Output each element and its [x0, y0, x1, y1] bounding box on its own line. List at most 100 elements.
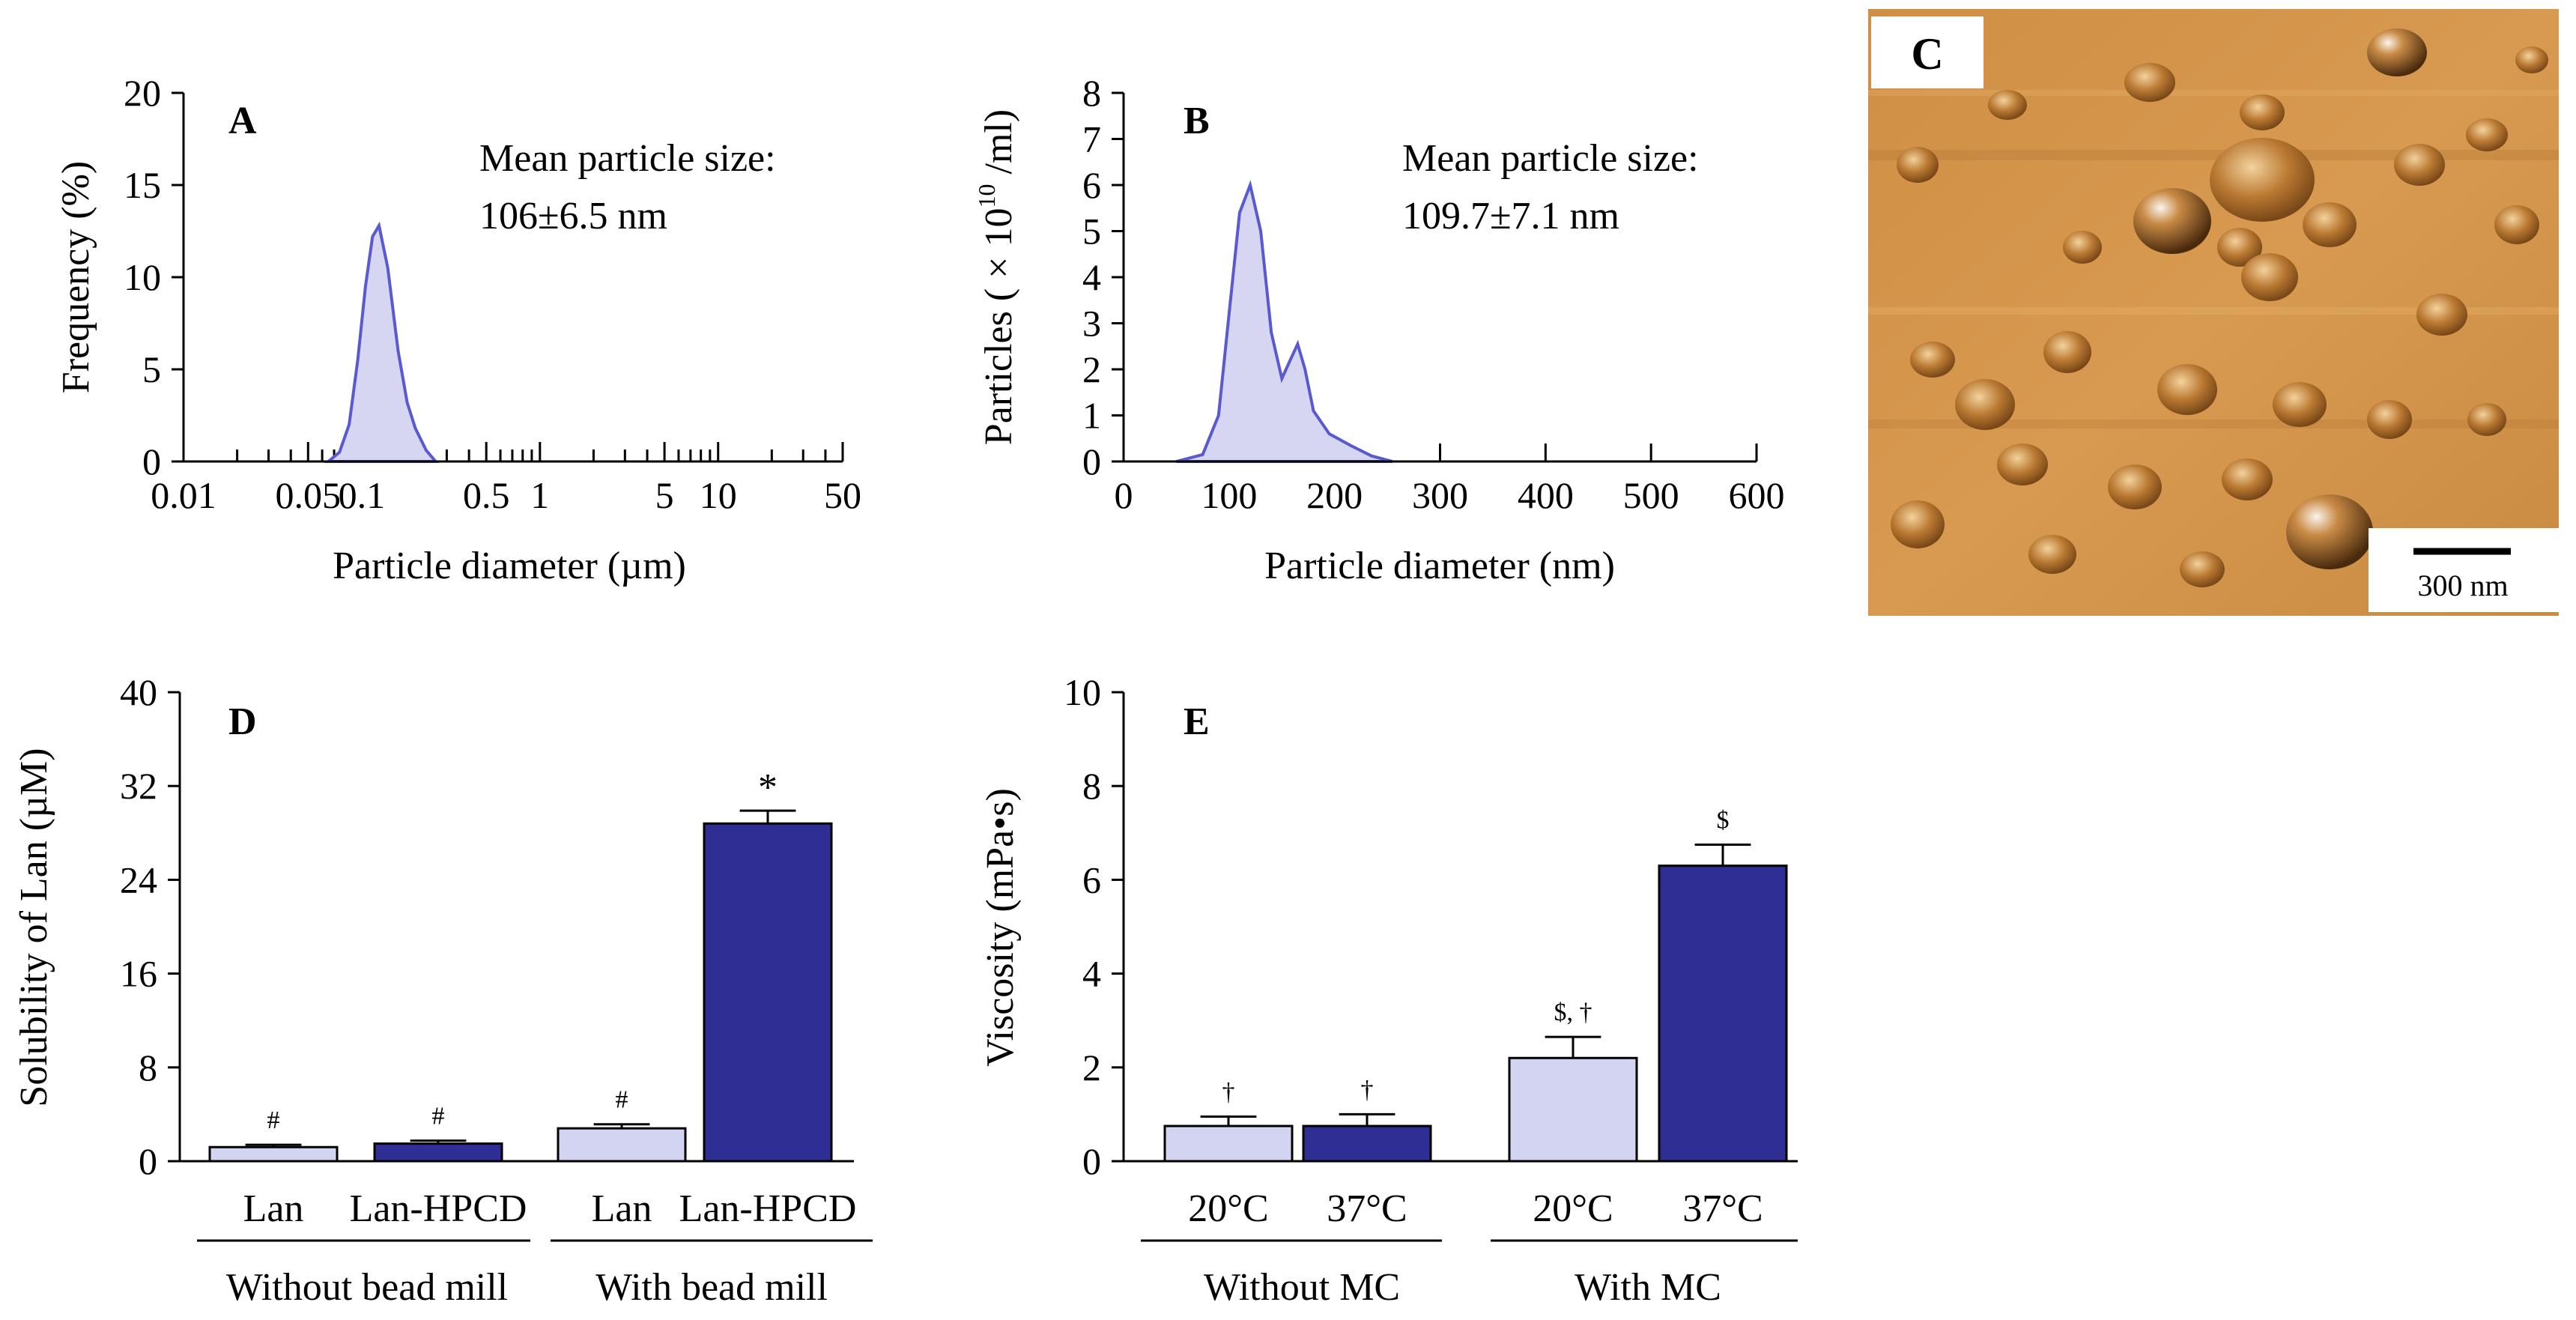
b-panel-label: B [1184, 100, 1210, 142]
d-bar [208, 1145, 339, 1163]
b-y-tick-label: 6 [1082, 164, 1101, 206]
e-y-axis-title: Viscosity (mPa•s) [979, 788, 1022, 1067]
e-y-tick-label: 0 [1082, 1140, 1101, 1182]
d-category-label: Lan-HPCD [350, 1187, 527, 1230]
a-y-tick-label: 15 [124, 164, 161, 206]
a-x-tick-label: 0.5 [463, 474, 510, 516]
a-panel-label: A [228, 100, 257, 142]
e-bar [1163, 1124, 1294, 1163]
e-bar [1302, 1124, 1432, 1163]
a-distribution-area [324, 221, 439, 463]
panel-e: 0 2 4 6 8 10 † 20°C † 37°C $, † 20°C $37°C E Viscos… [979, 671, 1798, 1309]
a-x-tick-label: 0.01 [151, 474, 216, 516]
a-y-tick-label: 5 [142, 348, 161, 390]
panel-b: 01 23 45 678 0 100 200 300 400 500 600 B Mean par… [973, 72, 1785, 587]
d-category-label: Lan-HPCD [679, 1187, 857, 1230]
e-y-tick-label: 6 [1082, 859, 1101, 900]
a-x-tick-label: 0.1 [339, 474, 386, 516]
b-distribution-area [1175, 180, 1393, 463]
b-y-ticks: 01 23 45 678 [1082, 72, 1124, 482]
e-significance-mark: $ [1717, 806, 1730, 834]
d-y-ticks: 0 8 16 24 32 40 [120, 671, 180, 1182]
b-x-tick-label: 400 [1518, 474, 1574, 516]
d-category-label: Lan [243, 1187, 304, 1230]
d-y-tick-label: 16 [120, 953, 157, 995]
svg-text:Particles ( × 1010 /ml): Particles ( × 1010 /ml) [973, 109, 1020, 445]
b-y-tick-label: 1 [1082, 395, 1101, 437]
d-panel-label: D [228, 700, 257, 743]
e-group-label-2: With MC [1575, 1266, 1721, 1309]
a-x-tick-label: 0.05 [276, 474, 342, 516]
b-x-tick-label: 100 [1201, 474, 1257, 516]
b-x-axis-title: Particle diameter (nm) [1264, 545, 1615, 587]
e-group-label-1: Without MC [1204, 1266, 1400, 1309]
b-x-tick-label: 300 [1412, 474, 1468, 516]
b-x-ticks: 0 100 200 300 400 500 600 [1115, 443, 1785, 516]
d-category-label: Lan [592, 1187, 652, 1230]
e-category-label: 20°C [1188, 1187, 1268, 1230]
d-significance-mark: # [432, 1103, 445, 1130]
a-y-ticks: 0 5 10 15 20 [124, 72, 184, 482]
b-x-tick-label: 200 [1306, 474, 1363, 516]
a-mean-size-label: Mean particle size: [479, 137, 776, 180]
d-group-label-1: Without bead mill [226, 1266, 508, 1309]
d-bar [373, 1142, 503, 1163]
b-y-tick-label: 8 [1082, 72, 1101, 114]
e-y-tick-label: 10 [1064, 671, 1101, 713]
b-y-axis-title: Particles ( × 1010 /ml) [973, 109, 1020, 445]
d-significance-mark: * [758, 766, 778, 809]
d-bar [703, 822, 833, 1163]
a-mean-size-value: 106±6.5 nm [479, 195, 667, 237]
a-y-tick-label: 0 [142, 440, 161, 482]
b-x-tick-label: 0 [1115, 474, 1133, 516]
b-y-tick-label: 0 [1082, 440, 1101, 482]
c-scale-label: 300 nm [2417, 569, 2508, 602]
e-category-label: 37°C [1682, 1187, 1763, 1230]
e-significance-mark: † [1361, 1076, 1374, 1103]
c-scale-box [2369, 528, 2559, 612]
d-y-tick-label: 32 [120, 765, 157, 807]
e-significance-mark: $, † [1554, 999, 1592, 1026]
a-x-tick-label: 10 [700, 474, 737, 516]
e-bar [1508, 1056, 1638, 1163]
a-x-tick-label: 1 [530, 474, 549, 516]
b-y-tick-label: 4 [1082, 256, 1101, 298]
a-y-tick-label: 10 [124, 256, 161, 298]
b-mean-size-label: Mean particle size: [1402, 137, 1699, 180]
b-x-tick-label: 600 [1729, 474, 1785, 516]
panel-c-afm-image: C 300 nm [1868, 9, 2559, 616]
d-y-tick-label: 24 [120, 859, 157, 900]
d-y-tick-label: 40 [120, 671, 157, 713]
d-bar [557, 1127, 687, 1163]
e-panel-label: E [1184, 700, 1210, 743]
a-y-tick-label: 20 [124, 72, 161, 114]
a-x-tick-label: 5 [655, 474, 674, 516]
d-group-label-2: With bead mill [595, 1266, 828, 1309]
b-y-tick-label: 7 [1082, 118, 1101, 160]
d-y-tick-label: 8 [139, 1047, 157, 1089]
e-y-tick-label: 4 [1082, 953, 1101, 995]
e-y-tick-label: 8 [1082, 765, 1101, 807]
e-category-label: 20°C [1533, 1187, 1613, 1230]
b-y-tick-label: 3 [1082, 303, 1101, 345]
e-bar [1658, 865, 1788, 1163]
d-y-axis-title: Solubility of Lan (µM) [13, 748, 55, 1106]
c-panel-label: C [1911, 29, 1943, 79]
a-y-axis-title: Frequency (%) [55, 161, 97, 393]
e-category-label: 37°C [1327, 1187, 1407, 1230]
e-significance-mark: † [1222, 1079, 1235, 1106]
e-y-ticks: 0 2 4 6 8 10 [1064, 671, 1124, 1182]
d-y-tick-label: 0 [139, 1140, 157, 1182]
b-y-tick-label: 2 [1082, 348, 1101, 390]
d-bars: # Lan # Lan-HPCD # Lan * Lan-HPCD [208, 766, 857, 1230]
a-x-axis-title: Particle diameter (µm) [333, 545, 686, 587]
b-mean-size-value: 109.7±7.1 nm [1402, 195, 1619, 237]
d-significance-mark: # [267, 1106, 280, 1134]
e-y-tick-label: 2 [1082, 1047, 1101, 1089]
a-x-tick-label: 50 [824, 474, 861, 516]
b-x-tick-label: 500 [1623, 474, 1679, 516]
a-x-ticks: 0.01 0.050.1 0.5 1 5 10 50 [151, 442, 861, 516]
